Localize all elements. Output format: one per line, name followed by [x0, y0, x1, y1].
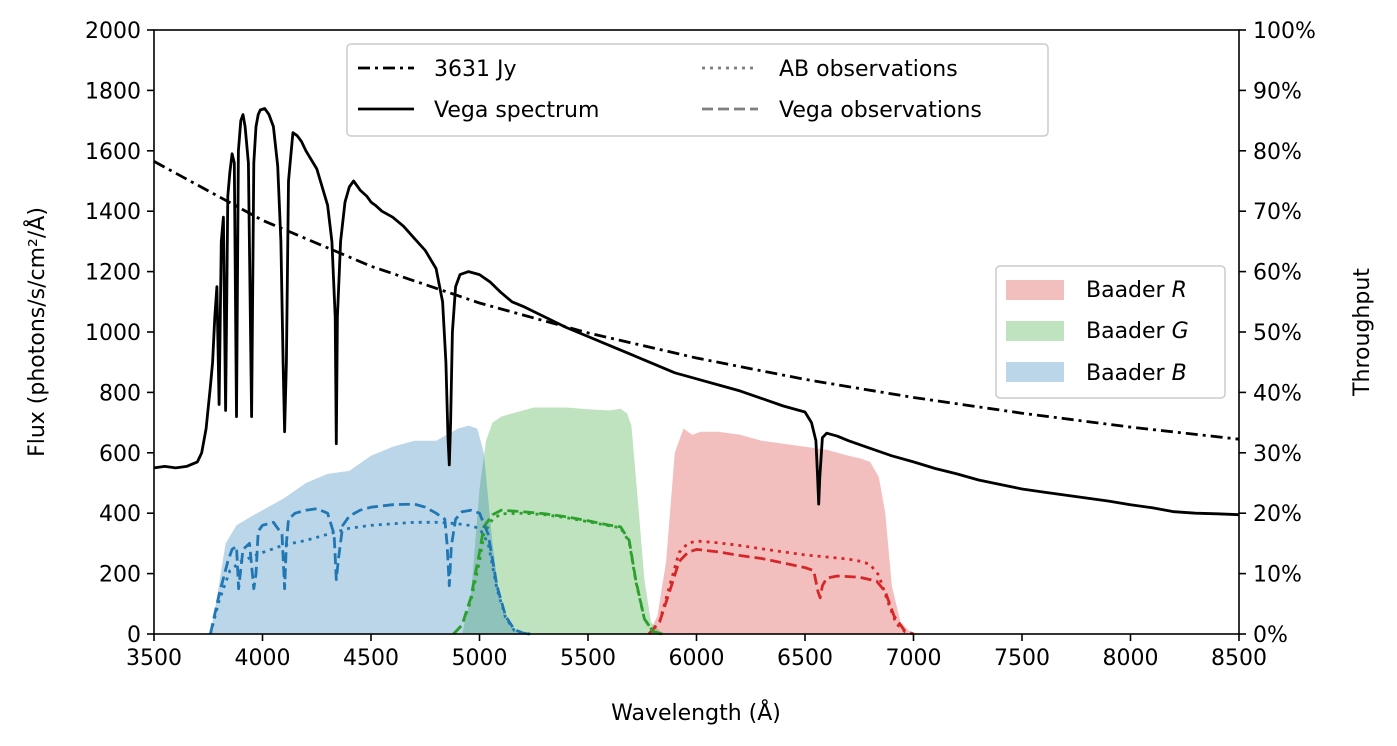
- x-tick-label: 5500: [560, 646, 616, 671]
- line-vega-observations-b: [209, 502, 532, 636]
- line-vega-observations-g: [452, 508, 663, 636]
- x-tick-label: 5000: [452, 646, 508, 671]
- y-tick-label: 1200: [85, 261, 141, 286]
- x-tick-label: 8500: [1211, 646, 1267, 671]
- legend-label-baader-g: Baader G: [1086, 319, 1189, 344]
- y-tick-label: 1800: [85, 79, 141, 104]
- line-ab-observations-b: [209, 520, 532, 636]
- legend-label-ab-observations: AB observations: [779, 57, 958, 82]
- y2-tick-label: 60%: [1253, 261, 1302, 286]
- y2-tick-label: 40%: [1253, 381, 1302, 406]
- legend-label-3631jy: 3631 Jy: [434, 57, 517, 82]
- y2-tick-label: 10%: [1253, 563, 1302, 588]
- legend-swatch-baader-g: [1006, 321, 1064, 341]
- x-tick-label: 4500: [343, 646, 399, 671]
- y2-tick-label: 100%: [1253, 19, 1316, 44]
- series-line-layer: [153, 107, 1240, 636]
- legend-swatch-baader-r: [1006, 280, 1064, 300]
- line-vega-spectrum: [153, 107, 1240, 517]
- x-axis-title: Wavelength (Å): [611, 699, 781, 726]
- legend-filters-box: [995, 265, 1226, 399]
- legend-label-baader-b: Baader B: [1086, 361, 1187, 386]
- legend-lines-box: [346, 43, 1049, 137]
- y-tick-label: 0: [127, 623, 141, 648]
- y-tick-label: 1600: [85, 140, 141, 165]
- x-tick-label: 6500: [777, 646, 833, 671]
- x-tick-label: 7000: [886, 646, 942, 671]
- y-tick-label: 1400: [85, 200, 141, 225]
- y2-axis-title: Throughput: [1350, 268, 1375, 397]
- y-tick-label: 200: [99, 563, 141, 588]
- legend-label-vega-spectrum: Vega spectrum: [434, 98, 599, 123]
- legend-label-vega-observations: Vega observations: [779, 98, 982, 123]
- x-axis: 3500 4000 4500 5000 5500 6000 6500 7000 7500 8000…: [126, 634, 1267, 671]
- y2-tick-label: 0%: [1253, 623, 1288, 648]
- y-axis-right: 0% 10% 20% 30% 40% 50% 60% 70% 80% 90% 100%: [1239, 19, 1316, 648]
- y2-tick-label: 70%: [1253, 200, 1302, 225]
- y-axis-left: 0 200 400 600 800 1000 1200 1400 1600 1800 2000: [85, 19, 154, 648]
- legend-filters: Baader R Baader G Baader B: [995, 265, 1226, 399]
- area-baader-g: [462, 407, 667, 634]
- legend-label-baader-r: Baader R: [1086, 278, 1187, 303]
- y2-tick-label: 50%: [1253, 321, 1302, 346]
- y-tick-label: 2000: [85, 19, 141, 44]
- x-tick-label: 3500: [126, 646, 182, 671]
- x-tick-label: 6000: [669, 646, 725, 671]
- x-tick-label: 7500: [994, 646, 1050, 671]
- y2-tick-label: 90%: [1253, 79, 1302, 104]
- filter-area-layer: [210, 407, 918, 634]
- legend-swatch-baader-b: [1006, 362, 1064, 382]
- line-vega-observations-r: [647, 548, 914, 636]
- y-tick-label: 600: [99, 442, 141, 467]
- y2-tick-label: 20%: [1253, 502, 1302, 527]
- line-3631-jy: [153, 160, 1240, 441]
- y-tick-label: 1000: [85, 321, 141, 346]
- y2-tick-label: 30%: [1253, 442, 1302, 467]
- area-baader-b: [210, 425, 523, 634]
- y-axis-title: Flux (photons/s/cm²/Å): [23, 207, 50, 457]
- legend-lines: 3631 Jy AB observations Vega spectrum Ve…: [346, 43, 1049, 137]
- y-tick-label: 400: [99, 502, 141, 527]
- y-tick-label: 800: [99, 381, 141, 406]
- x-tick-label: 4000: [235, 646, 291, 671]
- x-tick-label: 8000: [1103, 646, 1159, 671]
- y2-tick-label: 80%: [1253, 140, 1302, 165]
- area-baader-r: [648, 428, 918, 634]
- line-ab-observations-r: [647, 539, 914, 636]
